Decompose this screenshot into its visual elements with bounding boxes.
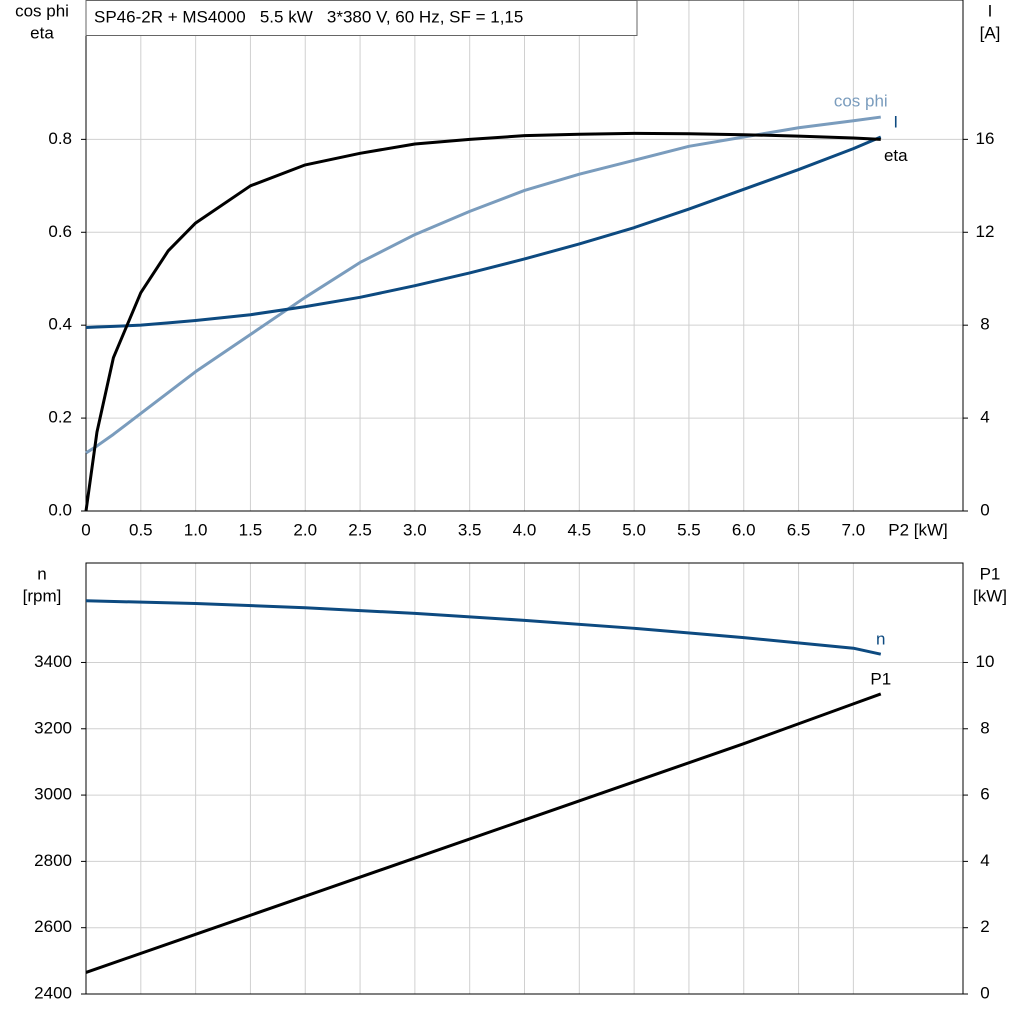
series-line <box>84 131 881 512</box>
y2-tick-label: 4 <box>980 851 989 870</box>
x-tick-label: 1.0 <box>184 520 208 539</box>
x-tick-label: 5.0 <box>622 520 646 539</box>
y-tick-label: 2600 <box>34 917 72 936</box>
title-box <box>85 0 638 36</box>
y2-tick-label: 8 <box>980 718 989 737</box>
y-tick-label: 2400 <box>34 983 72 1002</box>
y2-axis-label: I <box>988 1 993 20</box>
y-axis-label: [rpm] <box>23 586 62 605</box>
y2-tick-label: 10 <box>976 652 995 671</box>
y2-tick-label: 8 <box>980 315 989 334</box>
series-line <box>85 599 882 656</box>
series-label: P1 <box>870 669 891 688</box>
plot-frame <box>85 0 964 512</box>
x-tick-label: 5.5 <box>677 520 701 539</box>
series-line <box>85 115 881 455</box>
x-tick-label: 3.0 <box>403 520 427 539</box>
chart-title: SP46-2R + MS4000 5.5 kW 3*380 V, 60 Hz, … <box>94 7 523 26</box>
x-tick-label: 4.5 <box>567 520 591 539</box>
y-tick-label: 3200 <box>34 718 72 737</box>
y2-tick-label: 0 <box>980 500 989 519</box>
y2-tick-label: 0 <box>980 983 989 1002</box>
y-tick-label: 3000 <box>34 785 72 804</box>
y2-tick-label: 2 <box>980 917 989 936</box>
x-axis-label: P2 [kW] <box>888 520 948 539</box>
y2-tick-label: 6 <box>980 785 989 804</box>
y2-tick-label: 12 <box>976 222 995 241</box>
x-tick-label: 0 <box>81 520 90 539</box>
plot-frame <box>85 562 964 995</box>
y-tick-label: 0.4 <box>48 315 72 334</box>
x-tick-label: 3.5 <box>458 520 482 539</box>
x-tick-label: 2.0 <box>293 520 317 539</box>
y-tick-label: 3400 <box>34 652 72 671</box>
x-tick-label: 4.0 <box>513 520 537 539</box>
y2-tick-label: 4 <box>980 408 989 427</box>
y-tick-label: 0.2 <box>48 408 72 427</box>
y2-tick-label: 16 <box>976 129 995 148</box>
y-tick-label: 0.6 <box>48 222 72 241</box>
x-tick-label: 6.5 <box>787 520 811 539</box>
y-axis-label: n <box>37 564 46 583</box>
x-tick-label: 1.5 <box>239 520 263 539</box>
x-tick-label: 0.5 <box>129 520 153 539</box>
y2-axis-label: [A] <box>980 23 1001 42</box>
y-axis-label: cos phi <box>15 1 69 20</box>
x-tick-label: 6.0 <box>732 520 756 539</box>
series-label: I <box>893 113 898 132</box>
y-tick-label: 2800 <box>34 851 72 870</box>
x-tick-label: 7.0 <box>842 520 866 539</box>
series-line <box>85 692 882 974</box>
series-line <box>85 135 882 329</box>
y2-axis-label: [kW] <box>973 586 1007 605</box>
x-tick-label: 2.5 <box>348 520 372 539</box>
series-label: n <box>876 630 885 649</box>
y-tick-label: 0.0 <box>48 500 72 519</box>
y2-axis-label: P1 <box>980 564 1001 583</box>
y-tick-label: 0.8 <box>48 129 72 148</box>
y-axis-label: eta <box>30 23 54 42</box>
series-label: eta <box>884 146 908 165</box>
series-label: cos phi <box>834 92 888 111</box>
